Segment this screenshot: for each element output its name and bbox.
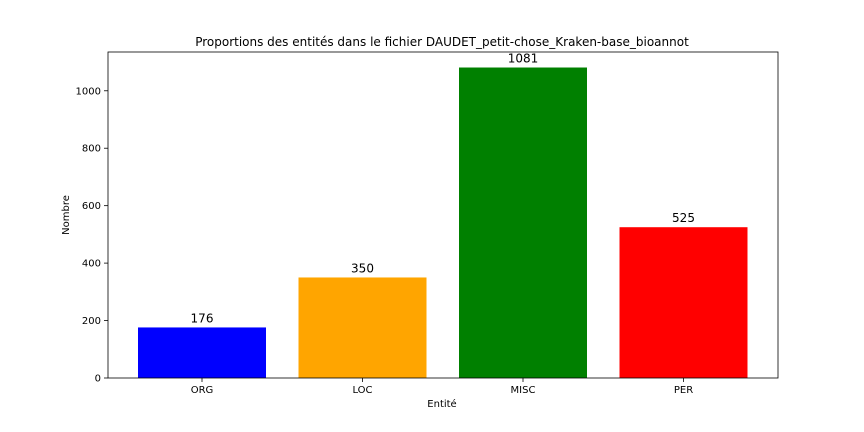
data-label-misc: 1081 <box>508 52 539 66</box>
data-label-per: 525 <box>672 211 695 225</box>
x-axis: ORG LOC MISC PER <box>191 378 693 396</box>
y-tick-label-800: 800 <box>82 144 101 155</box>
y-axis: 0 200 400 600 800 1000 <box>76 86 108 385</box>
data-label-org: 176 <box>191 311 214 325</box>
bar-misc <box>459 67 587 378</box>
x-tick-label-org: ORG <box>191 385 214 396</box>
x-tick-label-per: PER <box>674 385 693 396</box>
data-label-loc: 350 <box>351 261 374 275</box>
x-tick-label-misc: MISC <box>511 385 536 396</box>
y-tick-label-0: 0 <box>95 374 101 385</box>
chart-title: Proportions des entités dans le fichier … <box>195 35 689 49</box>
x-tick-label-loc: LOC <box>352 385 372 396</box>
y-axis-label: Nombre <box>61 195 72 235</box>
bar-org <box>138 327 266 378</box>
bar-per <box>619 227 748 378</box>
plot-frame <box>107 51 779 379</box>
x-axis-label: Entité <box>427 398 456 410</box>
y-tick-label-400: 400 <box>82 259 101 270</box>
bar-loc <box>298 277 427 378</box>
y-tick-label-200: 200 <box>82 316 101 327</box>
data-labels-group: 176 350 1081 525 <box>191 52 695 326</box>
bars-group <box>138 67 748 378</box>
y-tick-label-1000: 1000 <box>76 86 101 97</box>
y-tick-label-600: 600 <box>82 201 101 212</box>
